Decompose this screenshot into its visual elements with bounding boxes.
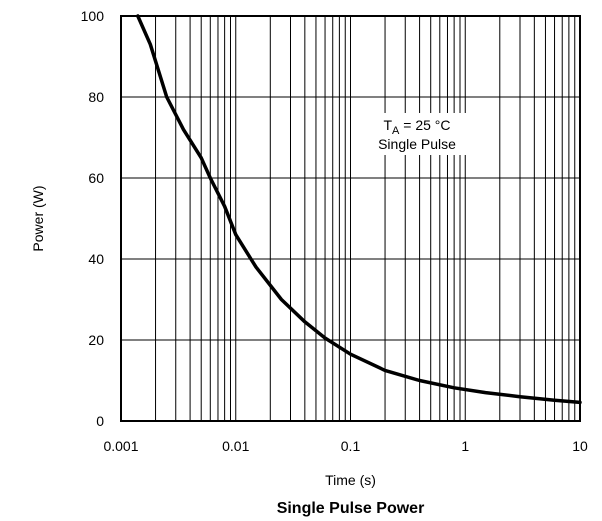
grid-lines — [121, 16, 580, 421]
annotation-temperature: TA = 25 °C — [383, 117, 450, 137]
x-axis-title: Time (s) — [325, 472, 376, 488]
y-tick-label: 60 — [88, 170, 104, 186]
y-tick-label: 20 — [88, 332, 104, 348]
annotation-background — [364, 113, 470, 155]
power-curve — [136, 14, 582, 405]
x-tick-label: 0.1 — [341, 438, 361, 454]
y-tick-label: 80 — [88, 89, 104, 105]
annotation-value: = 25 °C — [399, 117, 450, 133]
y-tick-label: 100 — [81, 8, 105, 24]
y-axis-title: Power (W) — [30, 185, 46, 251]
x-tick-label: 10 — [572, 438, 588, 454]
x-tick-labels: 0.001 0.01 0.1 1 10 — [103, 438, 588, 454]
y-tick-label: 0 — [96, 413, 104, 429]
x-tick-label: 1 — [461, 438, 469, 454]
chart-title: Single Pulse Power — [277, 500, 425, 517]
y-tick-label: 40 — [88, 251, 104, 267]
x-tick-label: 0.01 — [222, 438, 249, 454]
plot-frame — [120, 15, 581, 422]
annotation-t-label: T — [383, 117, 392, 133]
y-tick-labels: 0 20 40 60 80 100 — [81, 8, 105, 429]
annotation-subscript: A — [392, 125, 400, 137]
x-tick-label: 0.001 — [103, 438, 138, 454]
series-layer — [136, 14, 582, 405]
annotation-single-pulse: Single Pulse — [378, 136, 456, 152]
